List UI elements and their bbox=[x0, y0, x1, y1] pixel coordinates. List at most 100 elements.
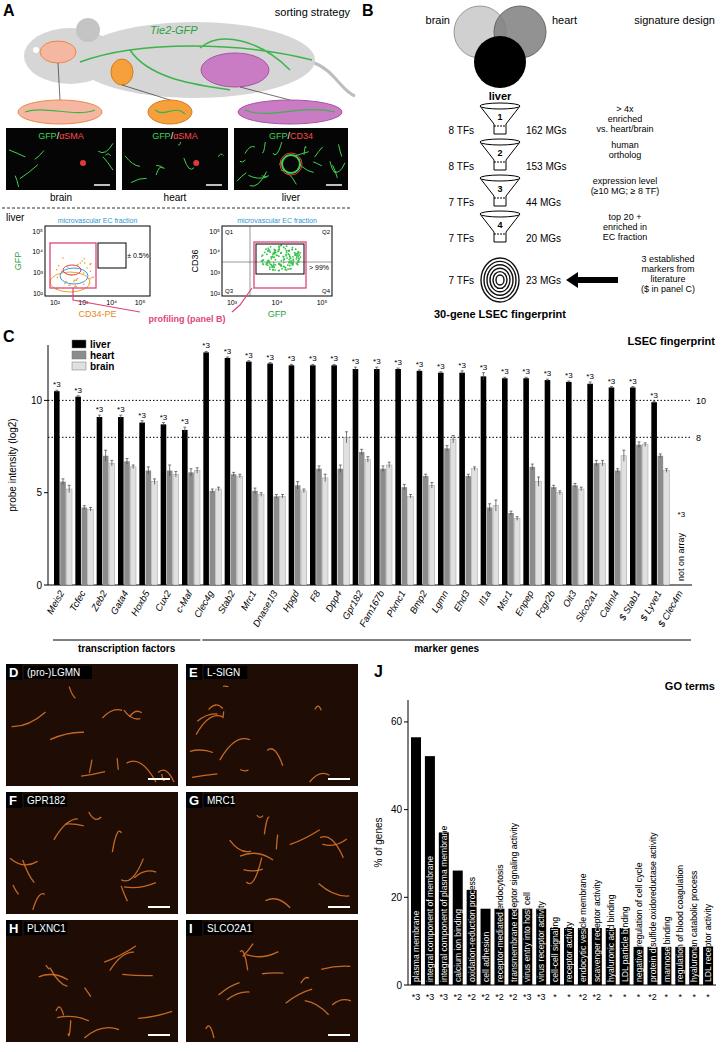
category-label: plasma membrane bbox=[411, 911, 421, 982]
event bbox=[292, 260, 294, 262]
significance-label: *3 bbox=[586, 372, 594, 381]
category-label: Dnase1l3 bbox=[250, 588, 280, 629]
step-number: 3 bbox=[497, 184, 502, 194]
bar bbox=[408, 496, 414, 585]
vessel bbox=[218, 154, 223, 157]
label-part: GFP bbox=[269, 131, 288, 141]
error-bar bbox=[638, 442, 641, 448]
error-bar bbox=[153, 479, 156, 485]
bar bbox=[472, 469, 478, 585]
vessel-stain bbox=[230, 840, 251, 852]
bar bbox=[493, 506, 499, 585]
bar bbox=[444, 448, 450, 585]
gate-label: microvascular EC fraction bbox=[58, 217, 138, 224]
error-bar bbox=[83, 506, 86, 510]
event bbox=[56, 269, 58, 271]
bar bbox=[557, 493, 563, 585]
vessel bbox=[156, 167, 163, 175]
reference-line bbox=[48, 400, 692, 401]
set-label: brain bbox=[426, 14, 450, 26]
vessel bbox=[105, 154, 110, 156]
tick-label: 10⁵ bbox=[209, 228, 220, 235]
error-bar bbox=[601, 460, 604, 466]
arrow bbox=[73, 288, 252, 312]
event bbox=[269, 266, 271, 268]
bar bbox=[216, 489, 222, 585]
event bbox=[285, 253, 287, 255]
vessel-stain bbox=[124, 710, 141, 719]
category-label: F8 bbox=[307, 588, 322, 604]
error-bar bbox=[552, 485, 555, 489]
vessel bbox=[125, 156, 140, 167]
error-bar bbox=[290, 364, 293, 366]
category-label: $ Clec4m bbox=[655, 588, 685, 629]
bar bbox=[630, 387, 636, 585]
panel-letter: G bbox=[189, 793, 199, 808]
heart-enlarged bbox=[148, 100, 192, 124]
funnel-line bbox=[494, 234, 506, 235]
event bbox=[280, 252, 282, 254]
bar bbox=[237, 476, 243, 585]
organ-label: liver bbox=[282, 192, 301, 203]
plot-frame bbox=[45, 226, 150, 296]
error-bar bbox=[446, 446, 449, 452]
error-bar bbox=[388, 462, 391, 468]
scale-bar bbox=[328, 778, 350, 780]
category-label: Il1a bbox=[476, 589, 493, 608]
event bbox=[283, 258, 285, 260]
significance-label: *3 bbox=[608, 377, 616, 386]
vessel-stain bbox=[246, 858, 261, 884]
vessel-stain bbox=[223, 686, 228, 688]
error-bar bbox=[589, 382, 592, 386]
bar bbox=[66, 489, 72, 585]
vessel-stain bbox=[305, 1001, 329, 1015]
legend-label: brain bbox=[90, 361, 114, 372]
event bbox=[274, 259, 276, 261]
tick-label: 20 bbox=[391, 892, 403, 903]
sma-stain bbox=[80, 160, 86, 166]
scale-bar bbox=[328, 1034, 350, 1036]
error-bar bbox=[190, 469, 193, 476]
significance-label: *3 bbox=[480, 363, 488, 372]
micrograph-label: GFP/αSMA bbox=[152, 131, 198, 141]
error-bar bbox=[324, 474, 327, 481]
tick-label: 60 bbox=[391, 716, 403, 727]
vessel-stain bbox=[10, 858, 38, 865]
tick bbox=[404, 721, 408, 722]
label-part: CD34 bbox=[290, 131, 313, 141]
vessel-stain bbox=[190, 750, 213, 752]
panel-b: Bbrainheartliversignature design18 TFs16… bbox=[362, 2, 715, 320]
bar bbox=[353, 369, 359, 585]
bar bbox=[54, 391, 60, 585]
event bbox=[287, 268, 289, 270]
vessel-stain bbox=[33, 894, 45, 910]
scale-bar bbox=[206, 184, 222, 186]
vessel bbox=[302, 167, 314, 173]
axis-label: GFP bbox=[268, 309, 287, 319]
event bbox=[286, 257, 288, 259]
vessel-stain bbox=[129, 711, 141, 717]
vessel bbox=[262, 176, 269, 177]
y-axis bbox=[48, 345, 49, 585]
vessel-stain bbox=[192, 774, 218, 777]
category-label: receptor-mediated endocytosis bbox=[495, 864, 505, 982]
event bbox=[84, 258, 86, 260]
significance-label: * bbox=[609, 992, 613, 1002]
event bbox=[274, 269, 276, 271]
error-bar bbox=[126, 459, 129, 465]
event bbox=[289, 261, 291, 263]
error-bar bbox=[488, 504, 491, 511]
category-label: c-Maf bbox=[173, 587, 195, 614]
significance-label: *2 bbox=[453, 992, 462, 1002]
label-part: αSMA bbox=[173, 131, 198, 141]
vessel bbox=[237, 173, 246, 181]
event bbox=[273, 262, 275, 264]
tick-label: 10⁵ bbox=[135, 299, 146, 306]
funnel-line bbox=[494, 162, 506, 163]
category-label: Oit3 bbox=[560, 588, 579, 609]
vessel bbox=[262, 142, 265, 153]
micrograph-label: GFP/CD34 bbox=[269, 131, 313, 141]
category-label: cell-cell signaling bbox=[550, 917, 560, 982]
event bbox=[292, 256, 294, 258]
error-bar bbox=[610, 387, 613, 389]
